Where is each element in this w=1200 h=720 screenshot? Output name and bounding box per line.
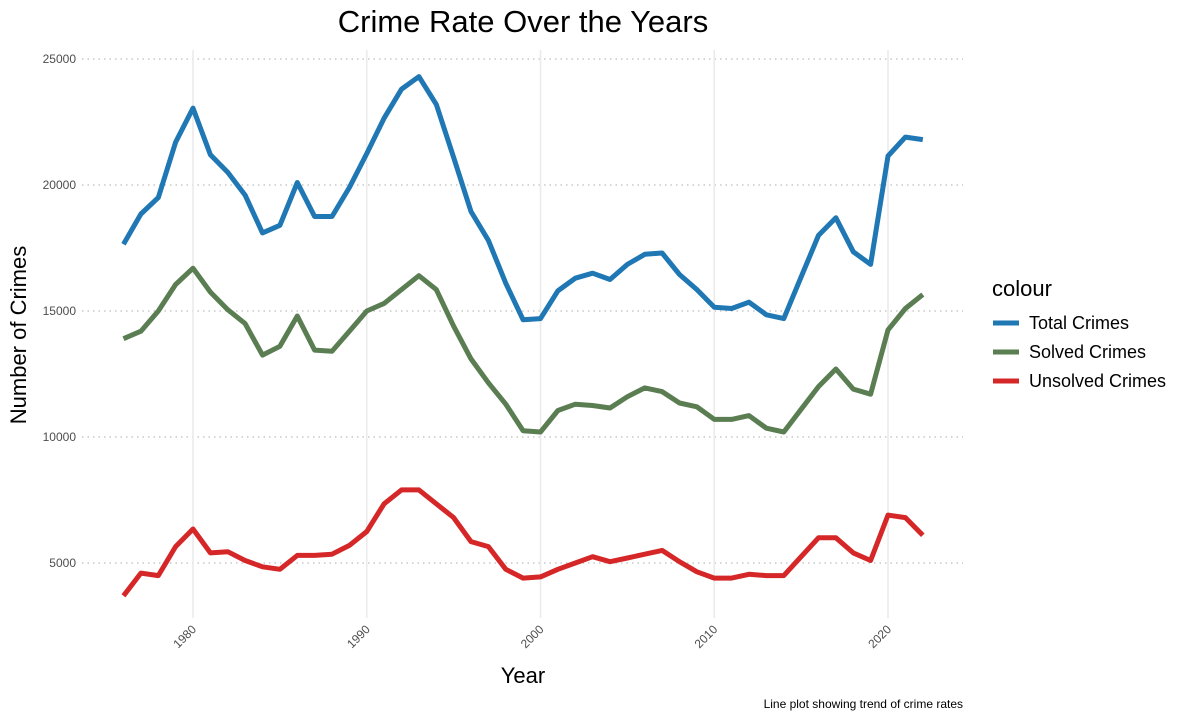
x-tick-label: 1980 bbox=[170, 622, 199, 651]
x-tick-label: 2020 bbox=[865, 622, 894, 651]
grid bbox=[82, 50, 963, 618]
series-lines bbox=[121, 74, 925, 598]
chart-title: Crime Rate Over the Years bbox=[338, 4, 708, 39]
x-axis-title: Year bbox=[501, 663, 545, 688]
legend-item-total-crimes-label: Total Crimes bbox=[1029, 313, 1129, 333]
series-line-unsolved-crimes bbox=[121, 487, 925, 598]
x-tick-label: 2000 bbox=[518, 622, 547, 651]
y-tick-label: 15000 bbox=[43, 304, 77, 318]
y-axis-title: Number of Crimes bbox=[6, 246, 31, 424]
y-axis-ticks: 5000 10000 15000 20000 25000 bbox=[43, 52, 77, 570]
x-axis-ticks: 1980 1990 2000 2010 2020 bbox=[170, 622, 894, 651]
series-line-solved-crimes bbox=[122, 265, 925, 435]
x-tick-label: 1990 bbox=[344, 622, 373, 651]
y-tick-label: 20000 bbox=[43, 178, 77, 192]
series-line-total-crimes bbox=[121, 74, 924, 323]
legend-title: colour bbox=[992, 276, 1052, 301]
legend-item-unsolved-crimes-label: Unsolved Crimes bbox=[1029, 371, 1166, 391]
legend-item-solved-crimes-label: Solved Crimes bbox=[1029, 342, 1146, 362]
legend: colour Total Crimes Solved Crimes Unsolved… bbox=[992, 276, 1166, 391]
y-tick-label: 25000 bbox=[43, 52, 77, 66]
x-tick-label: 2010 bbox=[692, 622, 721, 651]
y-tick-label: 10000 bbox=[43, 430, 77, 444]
chart-caption: Line plot showing trend of crime rates bbox=[764, 697, 963, 711]
y-tick-label: 5000 bbox=[49, 556, 76, 570]
